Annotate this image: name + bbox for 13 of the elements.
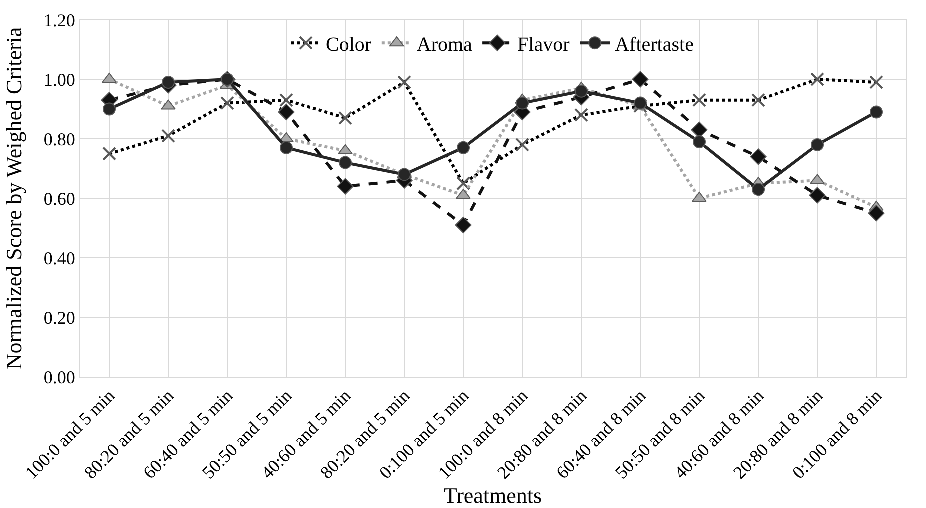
legend-label: Flavor — [518, 34, 570, 56]
x-axis-title: Treatments — [444, 482, 542, 508]
legend-label: Aftertaste — [615, 34, 694, 56]
y-tick-label: 0.40 — [44, 248, 76, 268]
y-tick-label: 1.00 — [44, 70, 76, 90]
legend-label: Aroma — [416, 34, 473, 56]
y-axis-title: Normalized Score by Weighed Criteria — [2, 27, 27, 370]
y-tick-label: 0.60 — [44, 188, 76, 209]
y-tick-label: 0.80 — [44, 129, 76, 150]
legend-label: Color — [326, 34, 372, 56]
y-tick-label: 0.00 — [44, 367, 76, 388]
y-tick-label: 0.20 — [44, 308, 76, 328]
y-tick-label: 1.20 — [44, 10, 76, 30]
